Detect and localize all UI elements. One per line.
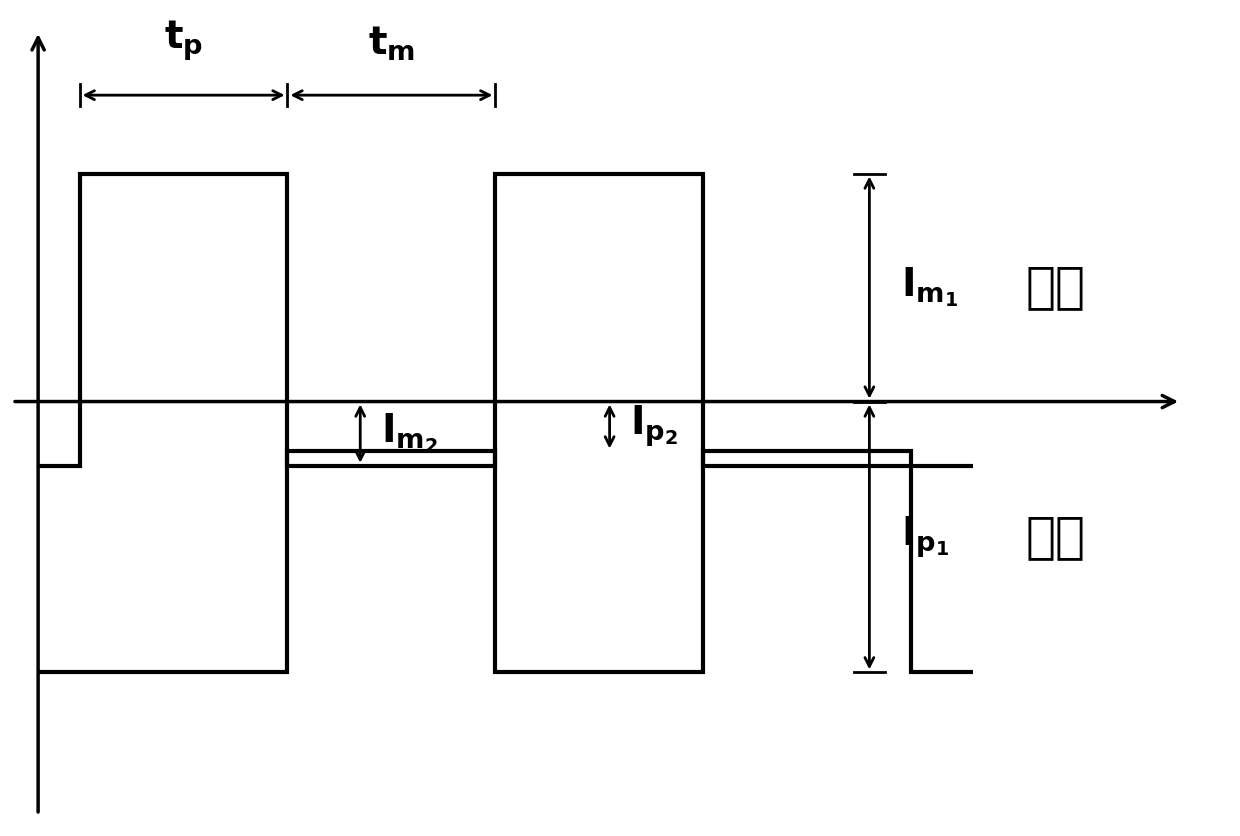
Text: 旁路: 旁路 [1025,513,1085,561]
Text: $\mathbf{t_m}$: $\mathbf{t_m}$ [368,25,415,63]
Text: $\mathbf{I_{m_1}}$: $\mathbf{I_{m_1}}$ [900,266,957,309]
Text: $\mathbf{I_{p_2}}$: $\mathbf{I_{p_2}}$ [630,404,678,449]
Text: $\mathbf{I_{p_1}}$: $\mathbf{I_{p_1}}$ [900,514,949,560]
Text: $\mathbf{t_p}$: $\mathbf{t_p}$ [164,18,203,63]
Text: 主路: 主路 [1025,263,1085,312]
Text: $\mathbf{I_{m_2}}$: $\mathbf{I_{m_2}}$ [381,412,438,456]
